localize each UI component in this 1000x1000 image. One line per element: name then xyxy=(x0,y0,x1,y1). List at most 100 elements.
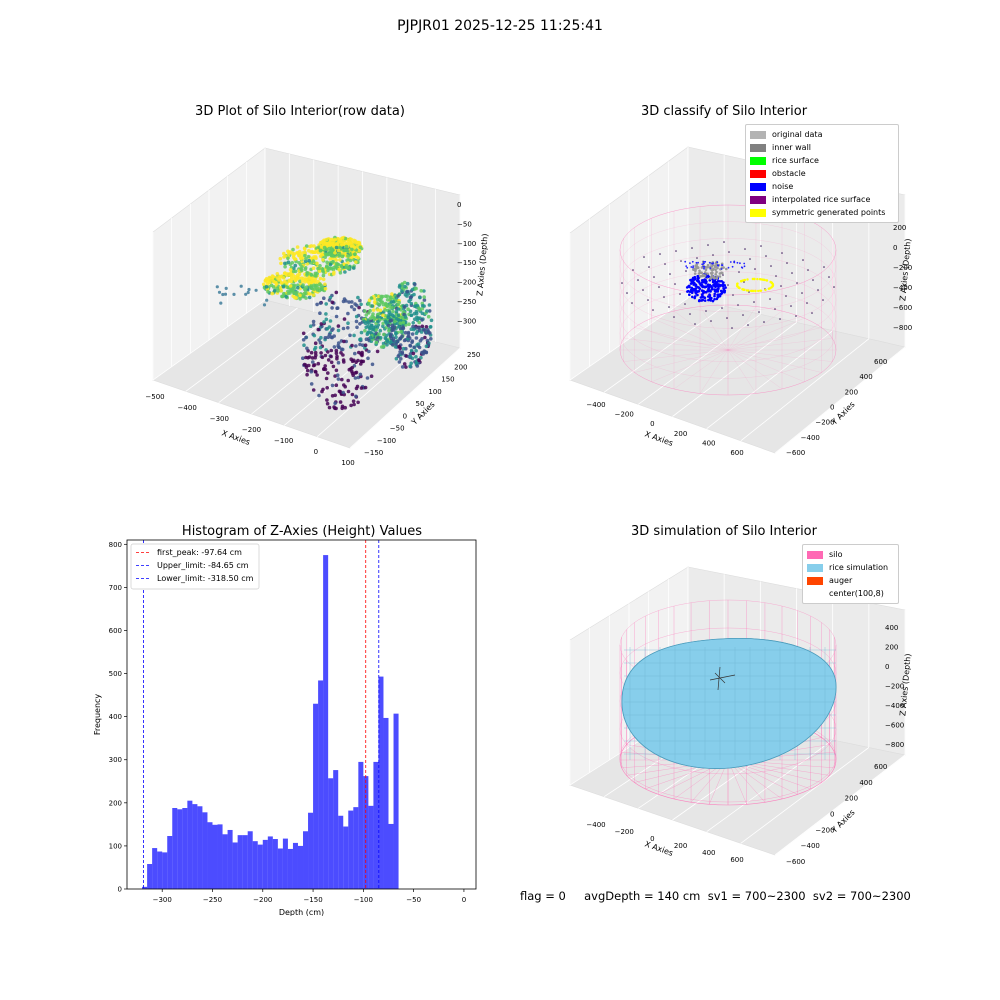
noise-point xyxy=(688,293,691,296)
data-point xyxy=(323,364,327,368)
data-point xyxy=(336,248,341,253)
data-point xyxy=(283,261,287,266)
data-point xyxy=(416,342,421,346)
data-point xyxy=(402,338,407,343)
data-point xyxy=(333,406,337,411)
x-tick-label: −200 xyxy=(242,426,261,434)
histogram-bar xyxy=(353,807,359,889)
symmetric-point xyxy=(747,289,750,292)
data-point xyxy=(358,245,363,250)
y-tick-label: −200 xyxy=(815,826,834,834)
data-point xyxy=(369,330,373,335)
data-point xyxy=(315,261,319,266)
inner-wall-point xyxy=(711,271,714,275)
data-point xyxy=(286,291,290,296)
silo-floor-wire xyxy=(673,310,729,351)
interpolated-point xyxy=(790,305,792,307)
y-tick-label: 0 xyxy=(830,404,834,412)
data-point xyxy=(297,261,301,265)
data-point xyxy=(287,252,291,256)
data-point xyxy=(290,288,294,293)
data-point xyxy=(381,321,385,326)
silo-ring xyxy=(619,221,837,312)
data-point xyxy=(365,376,370,380)
data-point xyxy=(313,355,317,360)
x-axis-label: Depth (cm) xyxy=(279,908,324,916)
histogram-bar xyxy=(338,815,344,889)
noise-point xyxy=(727,266,730,269)
data-point xyxy=(311,266,316,270)
histogram-bar xyxy=(237,835,243,889)
x-tick-label: −150 xyxy=(303,896,322,904)
inner-wall-point xyxy=(693,269,697,272)
data-point xyxy=(321,273,326,278)
legend-entry: obstacle xyxy=(750,167,894,180)
data-point xyxy=(325,398,329,402)
data-point xyxy=(369,296,374,300)
data-point xyxy=(329,360,334,365)
data-point xyxy=(329,348,334,353)
histogram-bar xyxy=(388,823,394,889)
data-point xyxy=(278,256,283,261)
data-point xyxy=(364,313,369,317)
data-point xyxy=(363,346,367,350)
noise-point xyxy=(710,296,713,300)
legend-swatch xyxy=(807,589,823,598)
silo-floor-wire xyxy=(623,338,729,351)
data-point xyxy=(326,268,330,273)
data-point xyxy=(311,363,316,368)
noise-point xyxy=(706,295,710,298)
data-point xyxy=(328,319,333,323)
data-point xyxy=(312,244,316,248)
symmetric-point xyxy=(765,279,769,282)
data-point xyxy=(420,318,424,322)
noise-point xyxy=(717,264,720,267)
data-point xyxy=(264,285,269,289)
x-tick-label: −100 xyxy=(354,896,373,904)
interpolated-point xyxy=(643,256,645,258)
symmetric-point xyxy=(743,279,746,282)
data-point xyxy=(400,365,405,369)
data-point xyxy=(388,334,393,338)
data-point xyxy=(346,311,350,316)
inner-wall-point xyxy=(713,275,716,279)
noise-point xyxy=(696,274,699,278)
data-point xyxy=(368,316,373,321)
data-point xyxy=(313,341,318,345)
data-point xyxy=(329,354,333,359)
interpolated-point xyxy=(763,321,765,323)
x-tick-label: 0 xyxy=(650,835,654,843)
data-point xyxy=(296,251,300,255)
silo-floor-wire xyxy=(727,338,833,351)
histogram-bar xyxy=(227,829,233,889)
data-point xyxy=(329,247,334,251)
data-point xyxy=(426,314,431,319)
data-point xyxy=(403,315,408,319)
interpolated-point xyxy=(828,276,830,278)
data-point xyxy=(393,345,398,349)
data-point xyxy=(303,259,308,264)
data-point xyxy=(307,355,312,359)
data-point xyxy=(405,281,410,286)
y-tick-label: −200 xyxy=(815,419,834,427)
noise-point xyxy=(686,290,689,293)
histogram-bar xyxy=(318,680,324,889)
histogram-bar xyxy=(162,852,168,889)
data-point xyxy=(275,272,280,276)
legend-entry: auger xyxy=(807,574,894,587)
data-point xyxy=(320,267,325,271)
z-tick-label: −200 xyxy=(457,279,476,287)
data-point xyxy=(278,275,283,279)
grid-line xyxy=(740,747,870,844)
data-point xyxy=(408,309,413,313)
silo-floor-wire xyxy=(727,306,757,351)
x-axis-label: X Axies xyxy=(643,839,674,858)
data-point xyxy=(309,244,314,248)
data-point xyxy=(311,250,316,255)
data-point xyxy=(271,274,275,279)
inner-wall-point xyxy=(704,268,708,271)
data-point xyxy=(410,332,415,336)
data-point xyxy=(422,304,426,308)
data-point xyxy=(290,261,295,265)
